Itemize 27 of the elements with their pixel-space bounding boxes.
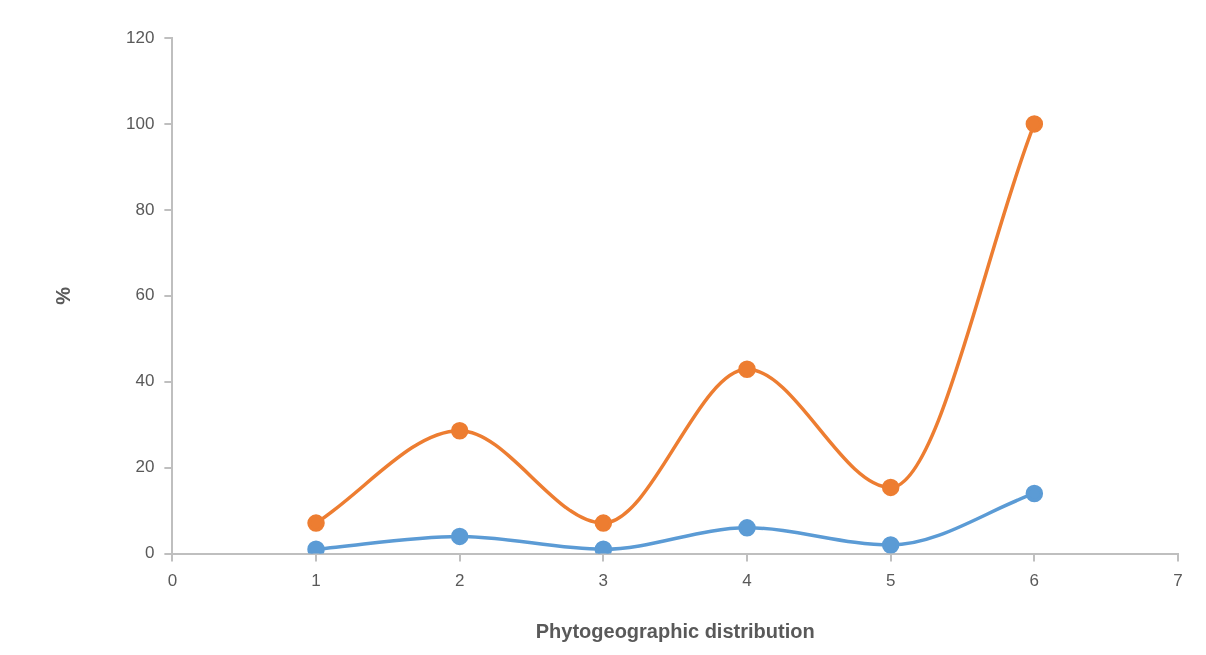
point bbox=[881, 478, 900, 497]
y-tick-label: 20 bbox=[135, 457, 155, 477]
x-tick-label: 2 bbox=[454, 571, 465, 591]
y-tick-label: 40 bbox=[135, 371, 155, 391]
y-axis-title: % bbox=[51, 286, 74, 305]
x-tick-label: 7 bbox=[1173, 571, 1183, 591]
y-tick-label: 80 bbox=[135, 199, 155, 219]
point bbox=[738, 360, 756, 379]
x-tick-label: 5 bbox=[885, 571, 896, 591]
point bbox=[738, 519, 756, 537]
y-tick-label: 100 bbox=[125, 113, 155, 133]
point bbox=[450, 527, 469, 546]
point bbox=[1025, 484, 1044, 503]
x-tick-label: 6 bbox=[1029, 571, 1040, 591]
point bbox=[881, 536, 900, 554]
y-tick-label: 60 bbox=[135, 285, 155, 305]
x-axis-title: Phytogeographic distribution bbox=[535, 619, 815, 642]
point bbox=[1025, 115, 1044, 133]
y-tick-label: 0 bbox=[144, 543, 155, 563]
point bbox=[594, 514, 613, 532]
point bbox=[450, 421, 469, 440]
x-tick-label: 4 bbox=[742, 571, 752, 591]
y-tick-label: 120 bbox=[125, 27, 155, 47]
point bbox=[307, 514, 325, 532]
x-tick-label: 3 bbox=[598, 571, 609, 591]
x-tick-label: 0 bbox=[167, 571, 178, 591]
x-tick-label: 1 bbox=[311, 571, 321, 591]
